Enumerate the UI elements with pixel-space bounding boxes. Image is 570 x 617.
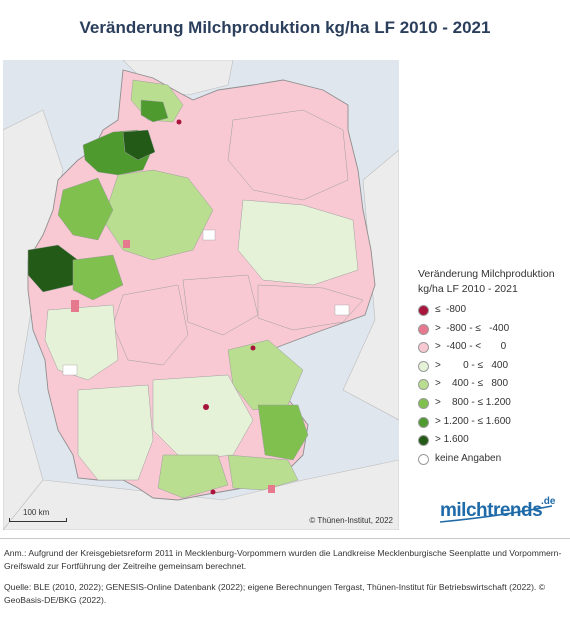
germany-map — [3, 60, 399, 530]
region-thueringen — [182, 274, 259, 336]
scale-bar-line — [9, 518, 67, 522]
legend-swatch — [418, 416, 429, 428]
legend-swatch — [418, 379, 429, 391]
region-east-light — [227, 109, 349, 201]
neighbour-land-east — [342, 149, 399, 421]
region-niedersachsen — [102, 169, 214, 261]
logo-word: milchtrends — [440, 500, 543, 521]
legend-swatch — [418, 342, 429, 354]
note-text: Anm.: Aufgrund der Kreisgebietsreform 20… — [4, 548, 562, 571]
scale-bar: 100 km — [9, 508, 67, 524]
logo-swoosh-icon — [440, 505, 553, 523]
legend-title: Veränderung Milchproduktion kg/ha LF 201… — [418, 267, 568, 297]
legend-swatch — [418, 397, 429, 409]
legend-swatch — [418, 435, 429, 447]
legend-label: > -800 - ≤ -400 — [435, 322, 510, 334]
legend-label: > 400 - ≤ 800 — [435, 378, 509, 390]
hotspot-dark-red-south — [210, 489, 216, 495]
legend-title-line-1: Veränderung Milchproduktion — [418, 268, 555, 280]
divider — [0, 538, 570, 539]
region-oberbayern — [227, 454, 299, 491]
region-rheinland — [44, 304, 119, 381]
legend-item: > 1.200 - ≤ 1.600 — [418, 415, 568, 434]
scale-bar-label: 100 km — [23, 508, 50, 517]
legend-title-line-2: kg/ha LF 2010 - 2021 — [418, 283, 518, 295]
legend-swatch — [418, 305, 429, 316]
region-brandenburg — [237, 199, 359, 286]
nodata-patch-2 — [62, 364, 78, 376]
legend-item: > 400 - ≤ 800 — [418, 377, 568, 396]
region-schleswig-mid — [140, 99, 169, 123]
region-allgaeu — [157, 454, 229, 499]
legend-label: ≤ -800 — [435, 304, 467, 315]
milchtrends-logo: milchtrends .de — [440, 496, 560, 523]
hotspot-red-nrw — [71, 300, 79, 312]
legend-items: ≤ -800 > -800 - ≤ -400 > -400 - < 0 > 0 - ≤… — [418, 303, 568, 470]
hotspot-red-nds — [123, 240, 130, 248]
legend-item: > -400 - < 0 — [418, 340, 568, 359]
page-title: Veränderung Milchproduktion kg/ha LF 201… — [79, 18, 491, 37]
legend-swatch — [418, 323, 429, 335]
legend-label: > 1.600 — [435, 434, 469, 446]
legend-label: > -400 - < 0 — [435, 341, 507, 353]
legend-item: keine Angaben — [418, 452, 568, 471]
legend-label: keine Angaben — [435, 452, 502, 464]
map-copyright: © Thünen-Institut, 2022 — [309, 516, 393, 525]
nodata-patch-1 — [202, 229, 216, 241]
legend-label: > 800 - ≤ 1.200 — [435, 396, 511, 408]
region-north-west-darkest — [122, 129, 156, 161]
legend-swatch — [418, 360, 429, 372]
region-bavaria-east — [257, 404, 309, 461]
region-sachsen — [257, 284, 364, 331]
map: 100 km © Thünen-Institut, 2022 — [3, 60, 399, 530]
legend-item: > -800 - ≤ -400 — [418, 322, 568, 341]
region-emsland — [57, 177, 114, 241]
legend: Veränderung Milchproduktion kg/ha LF 201… — [418, 267, 568, 470]
legend-swatch — [418, 453, 429, 465]
source-text: Quelle: BLE (2010, 2022); GENESIS-Online… — [4, 582, 546, 605]
logo-tld: .de — [541, 496, 556, 507]
hotspot-dark-red — [176, 119, 182, 125]
legend-item: > 1.600 — [418, 433, 568, 452]
hotspot-dark-red-bavaria — [203, 404, 209, 410]
region-bw — [77, 384, 154, 481]
legend-item: > 800 - ≤ 1.200 — [418, 396, 568, 415]
legend-label: > 0 - ≤ 400 — [435, 359, 509, 371]
nodata-patch-3 — [334, 304, 350, 316]
region-bavaria-central — [152, 374, 254, 461]
hotspot-red-south-east — [268, 485, 275, 493]
legend-item: > 0 - ≤ 400 — [418, 359, 568, 378]
region-west-green — [72, 254, 124, 301]
legend-label: > 1.200 - ≤ 1.600 — [435, 415, 511, 427]
hotspot-dark-red-saxony — [250, 345, 256, 351]
legend-item: ≤ -800 — [418, 303, 568, 322]
